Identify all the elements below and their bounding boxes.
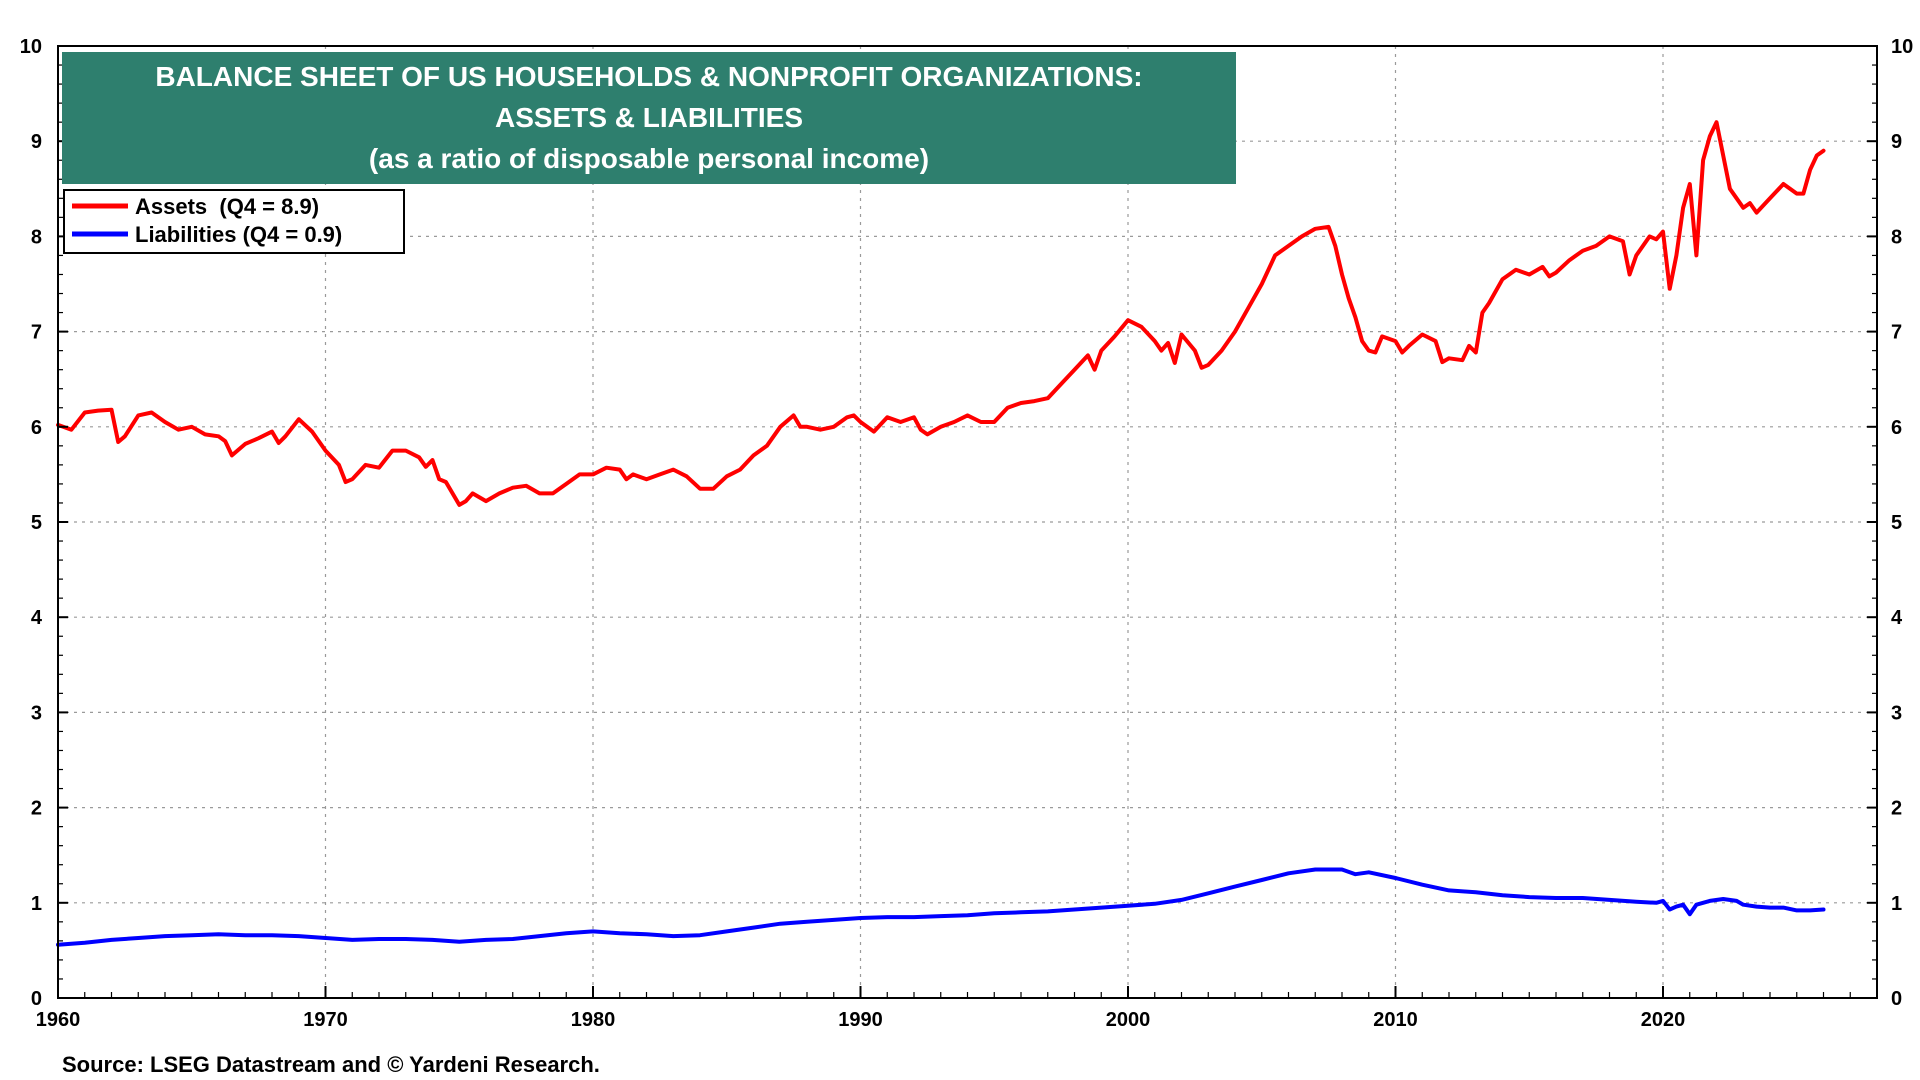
y-tick-label-left: 5 bbox=[31, 512, 42, 534]
x-tick-label: 1960 bbox=[36, 1009, 81, 1031]
y-tick-label-left: 1 bbox=[31, 893, 42, 915]
y-tick-label-right: 10 bbox=[1891, 36, 1913, 58]
y-tick-label-left: 2 bbox=[31, 798, 42, 820]
title-line-3: (as a ratio of disposable personal incom… bbox=[369, 143, 929, 174]
series-lines bbox=[56, 120, 1826, 947]
y-tick-label-right: 5 bbox=[1891, 512, 1902, 534]
y-tick-label-left: 6 bbox=[31, 417, 42, 439]
y-tick-label-right: 1 bbox=[1891, 893, 1902, 915]
y-tick-label-right: 9 bbox=[1891, 131, 1902, 153]
legend: Assets (Q4 = 8.9) Liabilities (Q4 = 0.9) bbox=[63, 189, 405, 254]
y-tick-label-left: 7 bbox=[31, 322, 42, 344]
axis-ticks: 0 0 1 1 2 2 3 3 4 4 5 5 6 6 7 7 8 8 9 9 10 10 1960 1970 1980 1990… bbox=[20, 36, 1914, 1031]
y-tick-label-right: 8 bbox=[1891, 226, 1902, 248]
x-tick-label: 2020 bbox=[1641, 1009, 1686, 1031]
legend-label-assets: Assets (Q4 = 8.9) bbox=[135, 194, 319, 219]
title-line-1: BALANCE SHEET OF US HOUSEHOLDS & NONPROF… bbox=[155, 61, 1142, 92]
title-line-2: ASSETS & LIABILITIES bbox=[495, 102, 803, 133]
y-tick-label-right: 4 bbox=[1891, 607, 1903, 629]
y-tick-label-left: 8 bbox=[31, 226, 42, 248]
y-tick-label-right: 0 bbox=[1891, 988, 1902, 1010]
y-tick-label-left: 4 bbox=[31, 607, 43, 629]
gridlines bbox=[58, 46, 1877, 998]
y-tick-label-left: 9 bbox=[31, 131, 42, 153]
x-tick-label: 1990 bbox=[838, 1009, 883, 1031]
y-tick-label-right: 3 bbox=[1891, 702, 1902, 724]
y-tick-label-left: 10 bbox=[20, 36, 42, 58]
y-tick-label-left: 0 bbox=[31, 988, 42, 1010]
series-line-assets bbox=[56, 120, 1826, 507]
x-tick-label: 1980 bbox=[571, 1009, 616, 1031]
x-tick-label: 1970 bbox=[303, 1009, 348, 1031]
y-tick-label-left: 3 bbox=[31, 702, 42, 724]
series-line-liabilities bbox=[56, 867, 1826, 947]
title-background bbox=[62, 52, 1236, 184]
y-tick-label-right: 6 bbox=[1891, 417, 1902, 439]
y-tick-label-right: 2 bbox=[1891, 798, 1902, 820]
legend-label-liabilities: Liabilities (Q4 = 0.9) bbox=[135, 222, 342, 247]
y-tick-label-right: 7 bbox=[1891, 322, 1902, 344]
x-tick-label: 2000 bbox=[1106, 1009, 1151, 1031]
legend-box bbox=[63, 189, 405, 254]
title-box: BALANCE SHEET OF US HOUSEHOLDS & NONPROF… bbox=[62, 52, 1236, 184]
source-note: Source: LSEG Datastream and © Yardeni Re… bbox=[62, 1052, 600, 1077]
x-tick-label: 2010 bbox=[1373, 1009, 1418, 1031]
